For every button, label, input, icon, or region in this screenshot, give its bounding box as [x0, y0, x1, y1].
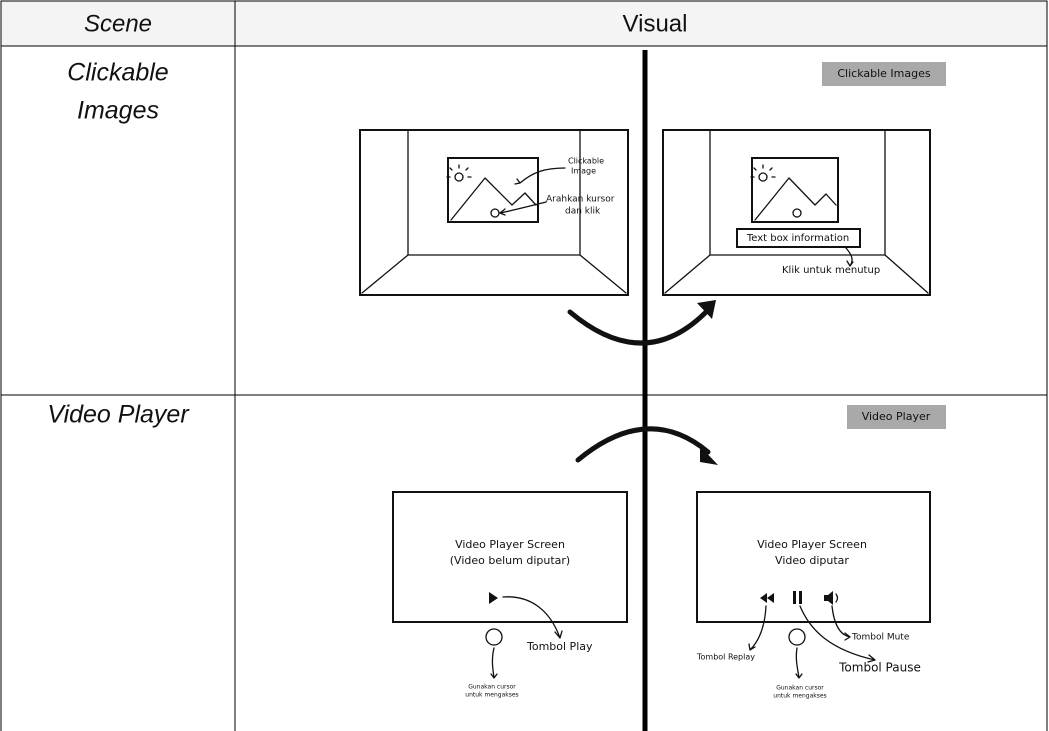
screen-text: Video Player Screen [757, 538, 867, 551]
transition-arrow [567, 300, 716, 346]
annotation: Tombol Pause [838, 661, 921, 675]
annotation: Image [571, 167, 596, 176]
annotation: Tombol Replay [696, 653, 755, 662]
header-bg [1, 1, 1047, 46]
annotation: Clickable [568, 157, 604, 166]
annotation: Arahkan kursor [546, 195, 615, 205]
badge-text: Clickable Images [837, 67, 931, 80]
video-sketch [392, 491, 628, 679]
header-cell: Scene [84, 10, 152, 37]
badge [847, 405, 946, 429]
header-cell: Visual [623, 10, 688, 37]
text-box: Text box information [746, 233, 849, 244]
video-sketch [696, 491, 931, 679]
screen-text: Video diputar [775, 554, 849, 567]
transition-arrow [575, 426, 718, 465]
annotation: Tombol Play [526, 640, 593, 653]
screen-text: (Video belum diputar) [450, 554, 570, 567]
badge-text: Video Player [862, 410, 931, 423]
badge [822, 62, 946, 86]
annotation: Gunakan cursor [468, 684, 516, 691]
annotation: untuk mengakses [465, 692, 518, 699]
annotation: untuk mengakses [773, 693, 826, 700]
scene-label: Images [77, 97, 159, 125]
screen-text: Video Player Screen [455, 538, 565, 551]
room-sketch [662, 129, 931, 296]
room-sketch [359, 129, 629, 296]
scene-label: Video Player [47, 401, 190, 429]
annotation: Klik untuk menutup [782, 265, 880, 276]
annotation: dan klik [565, 207, 601, 217]
annotation: Tombol Mute [851, 633, 910, 643]
annotation: Gunakan cursor [776, 685, 824, 692]
scene-label: Clickable [67, 59, 168, 87]
